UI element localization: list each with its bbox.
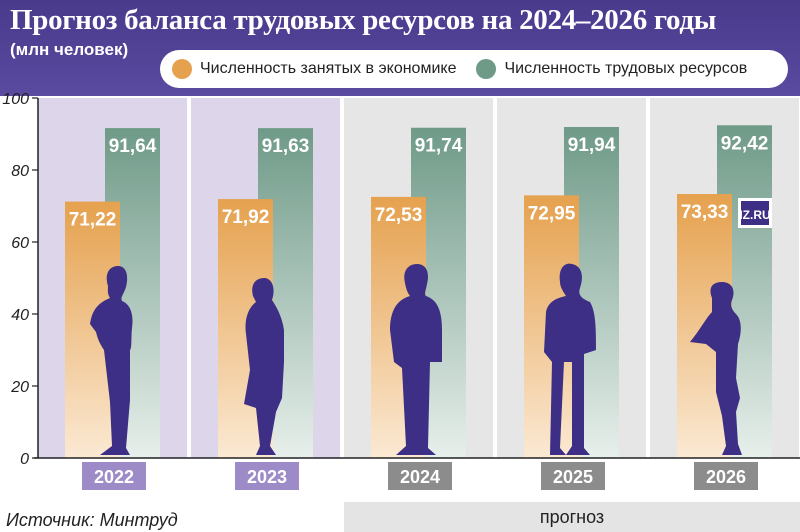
data-label-employed: 72,53 <box>375 205 423 226</box>
x-tick-label: 2025 <box>553 467 593 487</box>
y-tick-label: 60 <box>11 235 29 252</box>
legend-label-resources: Численность трудовых ресурсов <box>504 60 748 77</box>
person-silhouette <box>690 282 742 455</box>
header-banner: Прогноз баланса трудовых ресурсов на 202… <box>0 0 800 96</box>
legend-swatch-resources <box>476 59 497 79</box>
y-tick-label: 20 <box>10 379 29 396</box>
data-label-resources: 92,42 <box>721 133 769 154</box>
year-tab <box>388 462 452 490</box>
legend-item-employed: Численность занятых в экономике <box>172 59 456 79</box>
y-tick-label: 0 <box>20 451 29 468</box>
page-title: Прогноз баланса трудовых ресурсов на 202… <box>10 4 717 36</box>
person-silhouette <box>244 278 284 455</box>
x-tick-label: 2022 <box>94 467 134 487</box>
watermark-logo: IZ.RU <box>739 208 770 222</box>
data-label-resources: 91,63 <box>262 136 310 157</box>
year-tab <box>82 462 146 490</box>
x-tick-label: 2024 <box>400 467 440 487</box>
page-subtitle: (млн человек) <box>10 40 129 59</box>
data-label-employed: 71,22 <box>69 210 117 231</box>
year-tab <box>541 462 605 490</box>
data-label-resources: 91,64 <box>109 136 157 157</box>
person-silhouette <box>544 263 596 455</box>
watermark-badge <box>741 201 769 225</box>
data-label-resources: 91,94 <box>568 135 616 156</box>
source-note: Источник: Минтруд <box>6 510 178 530</box>
chart-legend: Численность занятых в экономике Численно… <box>160 50 788 88</box>
data-label-resources: 91,74 <box>415 136 463 157</box>
x-tick-label: 2026 <box>706 467 746 487</box>
legend-swatch-employed <box>172 59 192 79</box>
data-label-employed: 71,92 <box>222 207 270 228</box>
y-tick-label: 100 <box>2 91 29 108</box>
forecast-label: прогноз <box>539 507 605 527</box>
y-tick-label: 80 <box>11 163 29 180</box>
data-label-employed: 73,33 <box>681 202 729 223</box>
x-tick-label: 2023 <box>247 467 287 487</box>
person-silhouette <box>390 264 442 455</box>
legend-item-resources: Численность трудовых ресурсов <box>476 59 747 79</box>
year-tab <box>235 462 299 490</box>
legend-label-employed: Численность занятых в экономике <box>200 60 457 77</box>
y-tick-label: 40 <box>11 307 29 324</box>
forecast-band: прогноз <box>344 502 800 532</box>
data-label-employed: 72,95 <box>528 203 576 224</box>
person-silhouette <box>90 266 133 455</box>
year-tab <box>694 462 758 490</box>
